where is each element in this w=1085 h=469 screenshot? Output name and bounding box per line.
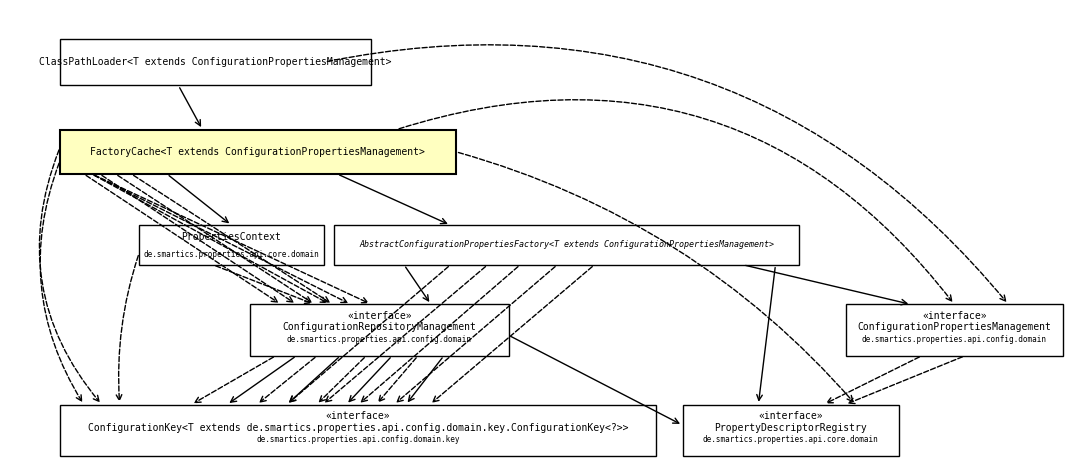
Text: AbstractConfigurationPropertiesFactory<T extends ConfigurationPropertiesManageme: AbstractConfigurationPropertiesFactory<T… (359, 241, 774, 250)
FancyBboxPatch shape (60, 405, 656, 456)
Text: ClassPathLoader<T extends ConfigurationPropertiesManagement>: ClassPathLoader<T extends ConfigurationP… (39, 57, 392, 67)
Text: de.smartics.properties.api.core.domain: de.smartics.properties.api.core.domain (143, 250, 319, 259)
FancyBboxPatch shape (60, 38, 371, 85)
Text: de.smartics.properties.api.config.domain: de.smartics.properties.api.config.domain (286, 335, 472, 344)
Text: de.smartics.properties.api.core.domain: de.smartics.properties.api.core.domain (703, 435, 879, 444)
Text: «interface»
PropertyDescriptorRegistry: «interface» PropertyDescriptorRegistry (714, 411, 867, 433)
FancyBboxPatch shape (250, 304, 509, 356)
Text: de.smartics.properties.api.config.domain: de.smartics.properties.api.config.domain (861, 335, 1047, 344)
FancyBboxPatch shape (139, 225, 323, 265)
Text: «interface»
ConfigurationKey<T extends de.smartics.properties.api.config.domain.: «interface» ConfigurationKey<T extends d… (88, 411, 628, 433)
FancyBboxPatch shape (846, 304, 1062, 356)
Text: «interface»
ConfigurationPropertiesManagement: «interface» ConfigurationPropertiesManag… (857, 311, 1051, 333)
Text: PropertiesContext: PropertiesContext (181, 232, 281, 242)
FancyBboxPatch shape (682, 405, 899, 456)
FancyBboxPatch shape (334, 225, 799, 265)
FancyBboxPatch shape (60, 129, 456, 174)
Text: «interface»
ConfigurationRepositoryManagement: «interface» ConfigurationRepositoryManag… (282, 311, 476, 333)
Text: FactoryCache<T extends ConfigurationPropertiesManagement>: FactoryCache<T extends ConfigurationProp… (90, 147, 425, 157)
Text: de.smartics.properties.api.config.domain.key: de.smartics.properties.api.config.domain… (256, 435, 460, 444)
